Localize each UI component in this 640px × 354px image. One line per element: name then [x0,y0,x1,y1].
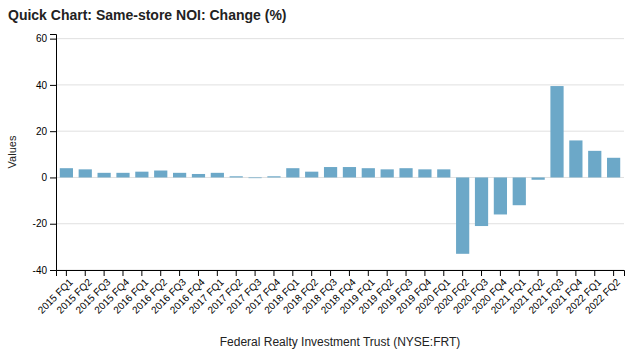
bar [116,173,129,178]
bar [381,169,394,177]
bar [494,177,507,214]
x-tick-mark [217,270,218,276]
bar [437,169,450,177]
grid-line [56,131,624,132]
grid [56,39,624,270]
plot-area: -40 -20 0 20 40 60 2015 FQ12015 FQ22015 FQ3201… [33,33,625,315]
x-tick-mark [349,270,350,276]
x-tick-mark [387,270,388,276]
x-tick-mark [104,270,105,276]
y-tick: 0 [41,172,56,183]
x-axis-label: Federal Realty Investment Trust (NYSE:FR… [220,335,461,349]
bar [569,140,582,177]
bar [60,168,73,177]
y-tick-label: -20 [33,218,48,229]
y-tick-mark [50,39,56,40]
x-tick-mark [500,270,501,276]
bar [362,168,375,177]
x-tick-mark [273,270,274,276]
x-tick-mark [519,270,520,276]
bars [60,86,620,254]
bar [456,177,469,253]
y-tick: 60 [36,33,56,44]
bar [211,173,224,178]
y-tick-mark [50,177,56,178]
x-tick-mark [160,270,161,276]
x-tick-mark [179,270,180,276]
y-tick-mark [50,131,56,132]
x-tick-mark [66,270,67,276]
x-tick-mark [613,270,614,276]
x-tick-mark [575,270,576,276]
y-tick-label: 40 [36,80,48,91]
y-tick-label: -40 [33,265,48,276]
y-tick: -40 [33,265,56,276]
x-tick-mark [311,270,312,276]
bar [418,169,431,177]
x-tick-mark [368,270,369,276]
x-tick-mark [255,270,256,276]
x-axis: 2015 FQ12015 FQ22015 FQ32015 FQ42016 FQ1… [36,270,625,316]
grid-line [56,223,624,224]
bar [532,177,545,179]
bar [550,86,563,177]
bar [79,169,92,177]
x-tick-mark [122,270,123,276]
x-tick-mark [594,270,595,276]
bar [98,173,111,178]
bar [173,173,186,178]
y-tick-mark [50,85,56,86]
x-tick-mark [424,270,425,276]
bar [248,177,261,179]
x-tick-mark [557,270,558,276]
title: Quick Chart: Same-store NOI: Change (%) [8,7,287,23]
x-tick-mark [198,270,199,276]
bar [588,151,601,178]
bar [154,171,167,178]
x-tick-mark [85,270,86,276]
y-axis-label: Values [6,135,18,168]
y-axis: -40 -20 0 20 40 60 [33,33,57,275]
bar [399,168,412,177]
y-axis-line [50,35,57,271]
bar [267,176,280,177]
bar [513,177,526,205]
x-tick-mark [406,270,407,276]
x-tick-mark [443,270,444,276]
y-tick-label: 60 [36,33,48,44]
background [0,0,640,354]
bar [475,177,488,226]
x-tick-mark [292,270,293,276]
x-tick-mark [236,270,237,276]
y-tick-label: 0 [41,172,47,183]
y-tick-mark [50,224,56,225]
x-tick-mark [538,270,539,276]
bar [192,174,205,177]
x-tick: 2022 FQ2 [583,270,623,316]
bar [305,172,318,178]
grid-line [56,84,624,85]
x-tick-mark [481,270,482,276]
x-tick-mark [141,270,142,276]
chart-svg: -40 -20 0 20 40 60 2015 FQ12015 FQ22015 FQ3201… [0,0,640,354]
y-tick-label: 20 [36,126,48,137]
x-tick-mark [462,270,463,276]
x-tick-label: 2022 FQ2 [583,276,623,316]
bar [286,168,299,177]
x-tick-mark [330,270,331,276]
bar [230,176,243,177]
bar [324,167,337,177]
y-tick-mark [50,270,56,271]
y-tick: -20 [33,218,56,229]
y-tick: 20 [36,126,56,137]
bar [607,158,620,178]
grid-line [56,38,624,39]
y-tick: 40 [36,80,56,91]
x-axis-line [57,271,625,277]
bar [343,167,356,177]
bar [135,172,148,178]
